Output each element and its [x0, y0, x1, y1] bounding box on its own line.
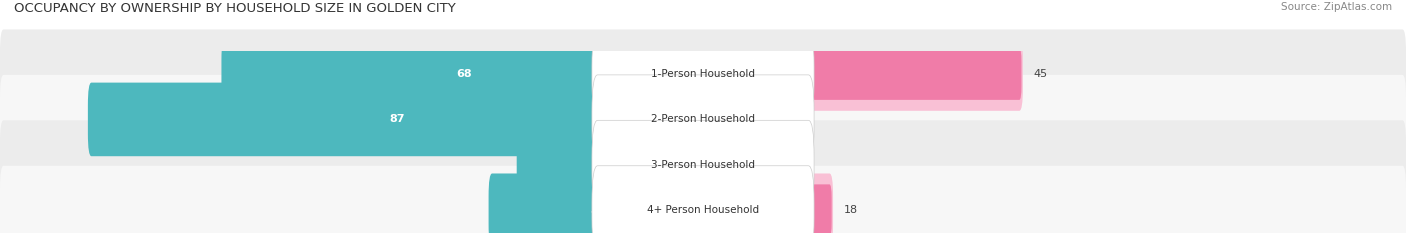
FancyBboxPatch shape: [0, 166, 1406, 233]
FancyBboxPatch shape: [700, 139, 754, 191]
FancyBboxPatch shape: [700, 93, 748, 145]
Text: 30: 30: [591, 205, 605, 215]
Text: 68: 68: [456, 69, 472, 79]
Text: 1-Person Household: 1-Person Household: [651, 69, 755, 79]
FancyBboxPatch shape: [489, 174, 707, 233]
FancyBboxPatch shape: [700, 128, 756, 202]
FancyBboxPatch shape: [87, 83, 707, 156]
Text: 87: 87: [389, 114, 405, 124]
FancyBboxPatch shape: [0, 75, 1406, 164]
FancyBboxPatch shape: [222, 37, 707, 111]
FancyBboxPatch shape: [700, 83, 749, 156]
FancyBboxPatch shape: [592, 29, 814, 119]
Text: 7: 7: [766, 160, 773, 170]
FancyBboxPatch shape: [592, 166, 814, 233]
FancyBboxPatch shape: [700, 174, 832, 233]
FancyBboxPatch shape: [700, 184, 832, 233]
Text: 4+ Person Household: 4+ Person Household: [647, 205, 759, 215]
Text: 6: 6: [759, 114, 766, 124]
Text: OCCUPANCY BY OWNERSHIP BY HOUSEHOLD SIZE IN GOLDEN CITY: OCCUPANCY BY OWNERSHIP BY HOUSEHOLD SIZE…: [14, 2, 456, 15]
FancyBboxPatch shape: [700, 48, 1021, 100]
FancyBboxPatch shape: [592, 120, 814, 209]
FancyBboxPatch shape: [0, 29, 1406, 119]
FancyBboxPatch shape: [517, 128, 707, 202]
FancyBboxPatch shape: [592, 75, 814, 164]
Text: 18: 18: [844, 205, 858, 215]
FancyBboxPatch shape: [700, 37, 1024, 111]
Text: 3-Person Household: 3-Person Household: [651, 160, 755, 170]
Text: Source: ZipAtlas.com: Source: ZipAtlas.com: [1281, 2, 1392, 12]
FancyBboxPatch shape: [0, 120, 1406, 209]
Text: 26: 26: [603, 160, 620, 170]
Text: 2-Person Household: 2-Person Household: [651, 114, 755, 124]
Text: 45: 45: [1033, 69, 1047, 79]
